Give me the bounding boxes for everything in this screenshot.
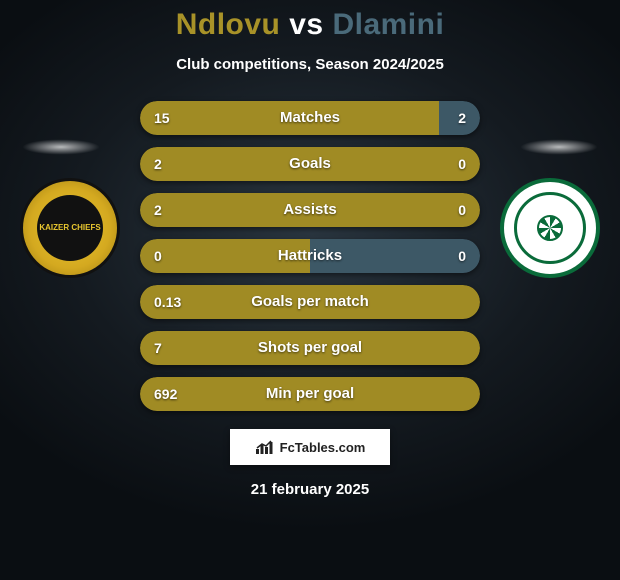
stat-label: Assists xyxy=(140,193,480,227)
page-title: Ndlovu vs Dlamini xyxy=(0,0,620,42)
subtitle: Club competitions, Season 2024/2025 xyxy=(0,56,620,73)
stat-label: Min per goal xyxy=(140,377,480,411)
badge-left-circle: KAIZER CHIEFS xyxy=(20,178,120,278)
stat-label: Hattricks xyxy=(140,239,480,273)
brand-label: FcTables.com xyxy=(280,440,366,455)
badge-right-circle xyxy=(500,178,600,278)
date-label: 21 february 2025 xyxy=(0,481,620,498)
stat-label: Matches xyxy=(140,101,480,135)
title-player2: Dlamini xyxy=(332,8,444,41)
stat-row: 0.13Goals per match xyxy=(140,285,480,319)
stat-row: 152Matches xyxy=(140,101,480,135)
stat-row: 00Hattricks xyxy=(140,239,480,273)
chart-icon xyxy=(255,439,275,455)
stat-label: Goals xyxy=(140,147,480,181)
stat-row: 692Min per goal xyxy=(140,377,480,411)
club-badge-left: KAIZER CHIEFS xyxy=(20,178,120,278)
stat-row: 20Goals xyxy=(140,147,480,181)
stat-row: 20Assists xyxy=(140,193,480,227)
club-badge-right xyxy=(500,178,600,278)
stat-label: Shots per goal xyxy=(140,331,480,365)
badge-right-center xyxy=(537,215,563,241)
badge-left-label: KAIZER CHIEFS xyxy=(37,195,103,261)
title-player1: Ndlovu xyxy=(176,8,281,41)
brand-box: FcTables.com xyxy=(230,429,390,465)
stats-bars: 152Matches 20Goals 20Assists 00Hattricks 0.1… xyxy=(140,101,480,411)
stat-label: Goals per match xyxy=(140,285,480,319)
badge-shadow-left xyxy=(6,136,116,158)
stat-row: 7Shots per goal xyxy=(140,331,480,365)
title-vs: vs xyxy=(289,8,323,41)
page-container: Ndlovu vs Dlamini Club competitions, Sea… xyxy=(0,0,620,580)
badge-shadow-right xyxy=(504,136,614,158)
